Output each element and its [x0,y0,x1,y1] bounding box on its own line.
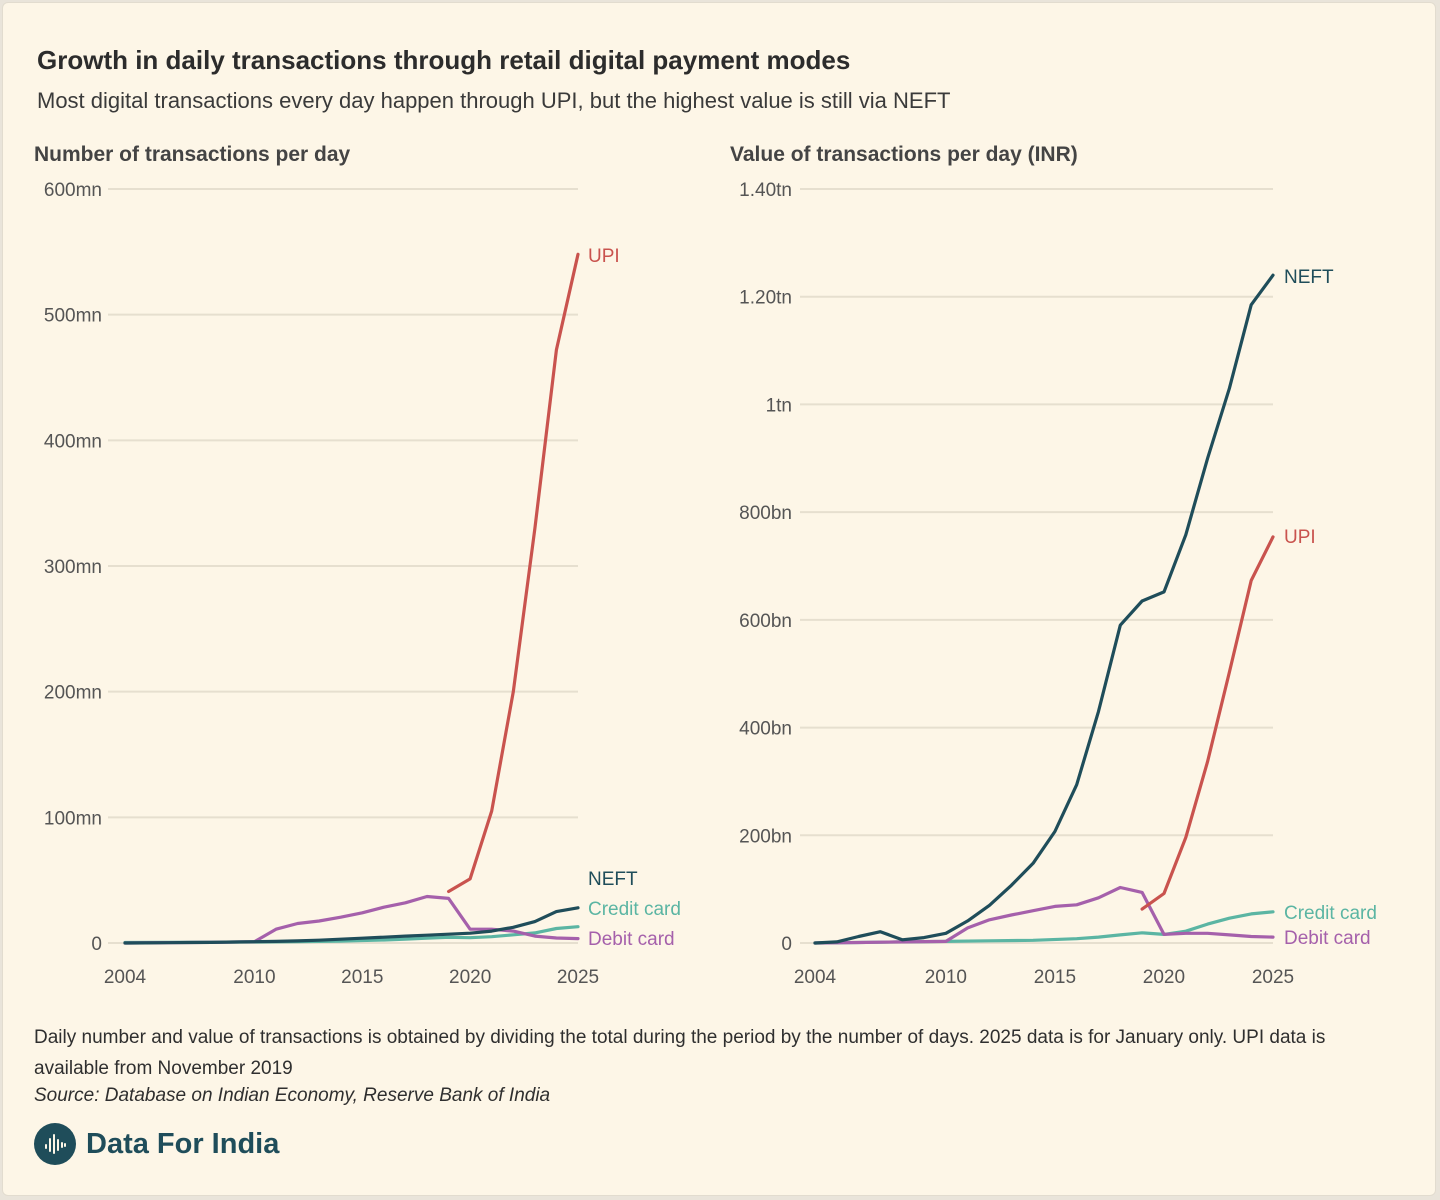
footnote: Daily number and value of transactions i… [34,1027,1326,1079]
chart-count-label-neft: NEFT [588,869,638,890]
page-subtitle: Most digital transactions every day happ… [37,88,951,113]
chart-value-y-tick-label: 1.40tn [739,180,792,201]
chart-value-label-credit-card: Credit card [1284,903,1377,924]
chart-count-series-upi-line [447,252,580,894]
chart-count-y-tick-label: 0 [91,934,102,955]
chart-value-x-tick-label: 2010 [925,967,967,988]
source-note: Source: Database on Indian Economy, Rese… [34,1085,551,1106]
chart-count-y-tick-label: 200mn [44,683,102,704]
chart-count-label-upi: UPI [588,246,620,267]
chart-value-y-tick-label: 800bn [739,503,792,524]
chart-value-series-credit-card-line [813,910,1275,945]
brand: Data For India [34,1123,279,1165]
chart-value-series-upi-line [1140,535,1275,911]
chart-value-x-tick-label: 2004 [794,967,837,988]
chart-count-series-neft-line [123,906,580,945]
chart-value-y-tick-label: 1.20tn [739,288,792,309]
brand-logo-icon [34,1123,76,1165]
chart-value-x-tick-label: 2015 [1034,967,1076,988]
chart-count-x-tick-label: 2015 [341,967,383,988]
chart-value-y-tick-label: 600bn [739,611,792,632]
chart-value-label-upi: UPI [1284,527,1316,548]
chart-right-title: Value of transactions per day (INR) [730,143,1078,166]
chart-value-series-debit-card-line [813,885,1275,945]
chart-value-series-neft-line [813,273,1275,945]
chart-count-y-tick-label: 500mn [44,306,102,327]
chart-value-y-tick-label: 1tn [766,395,792,416]
chart-value-x-tick-label: 2020 [1143,967,1185,988]
chart-count-x-tick-label: 2025 [557,967,599,988]
chart-count-y-tick-label: 300mn [44,557,102,578]
charts-canvas: 0 100mn 200mn 300mn 400mn 500mn 600mn 2004 2010 2… [44,180,1377,988]
chart-value-label-neft: NEFT [1284,267,1334,288]
brand-name: Data For India [86,1127,280,1160]
page-title: Growth in daily transactions through ret… [37,45,851,75]
chart-value-y-tick-label: 0 [781,934,792,955]
chart-value-label-debit-card: Debit card [1284,928,1371,949]
chart-count-label-credit-card: Credit card [588,899,681,920]
chart-count-x-tick-label: 2004 [104,967,147,988]
chart-value-y-tick-label: 200bn [739,826,792,847]
chart-count-label-debit-card: Debit card [588,929,675,950]
chart-left-title: Number of transactions per day [34,143,351,166]
chart-count-x-tick-label: 2020 [449,967,491,988]
chart-count-x-tick-label: 2010 [233,967,275,988]
chart-value-x-tick-label: 2025 [1252,967,1294,988]
chart-count-y-tick-label: 400mn [44,431,102,452]
chart-count-y-tick-label: 100mn [44,808,102,829]
chart-count-y-tick-label: 600mn [44,180,102,201]
chart-value-y-tick-label: 400bn [739,719,792,740]
